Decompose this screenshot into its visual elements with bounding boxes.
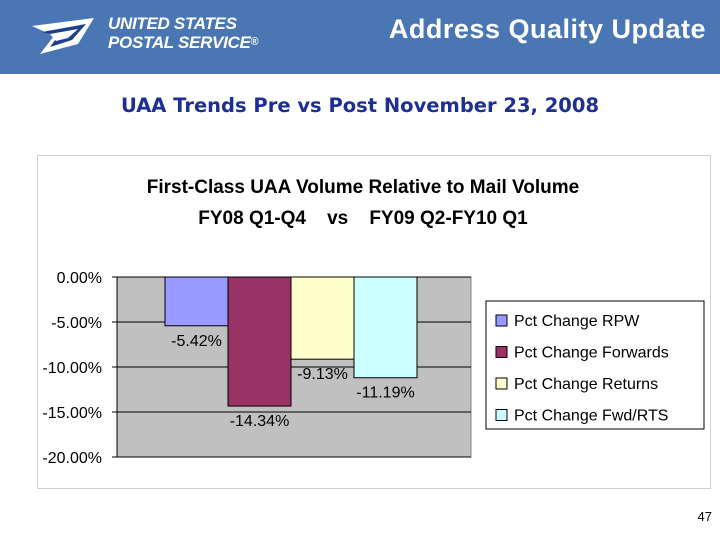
legend-swatch-3 xyxy=(495,377,508,390)
slide-subtitle: UAA Trends Pre vs Post November 23, 2008 xyxy=(120,94,600,117)
legend-label-2: Pct Change Forwards xyxy=(514,345,669,362)
legend-swatch-2 xyxy=(495,346,508,358)
y-tick-label: -15.00% xyxy=(42,405,102,422)
legend-label-4: Pct Change Fwd/RTS xyxy=(514,408,668,425)
chart-frame: First-Class UAA Volume Relative to Mail … xyxy=(37,155,711,489)
logo-line-2: POSTAL SERVICE xyxy=(108,33,251,52)
plot-area: 0.00% -5.00% -10.00% -15.00% -20.00% -5.42% -1… xyxy=(42,270,472,467)
y-tick-label: -10.00% xyxy=(42,360,102,377)
legend-label-3: Pct Change Returns xyxy=(514,376,658,393)
bar-3 xyxy=(290,276,355,360)
legend-label-1: Pct Change RPW xyxy=(514,313,640,330)
chart-title-line-1: First-Class UAA Volume Relative to Mail … xyxy=(147,177,580,198)
legend-swatch-4 xyxy=(495,409,508,421)
data-label-1: -5.42% xyxy=(171,333,222,350)
y-tick-label: -20.00% xyxy=(42,450,102,467)
data-label-4: -11.19% xyxy=(356,385,414,402)
slide-title: Address Quality Update xyxy=(388,14,706,44)
logo-wordmark: UNITED STATES POSTAL SERVICE® xyxy=(108,14,259,52)
data-label-3: -9.13% xyxy=(297,366,348,383)
logo-line-1: UNITED STATES xyxy=(108,14,237,33)
chart-legend: Pct Change RPW Pct Change Forwards Pct Cha… xyxy=(485,300,705,430)
registered-mark: ® xyxy=(250,36,259,48)
bar-4 xyxy=(353,276,418,379)
y-tick-label: -5.00% xyxy=(51,315,102,332)
bar-2 xyxy=(227,276,292,407)
header-banner: UNITED STATES POSTAL SERVICE® Address Qu… xyxy=(0,0,720,74)
chart-title-line-2: FY08 Q1-Q4 vs FY09 Q2-FY10 Q1 xyxy=(198,208,528,229)
page-number: 47 xyxy=(697,509,712,524)
y-tick-label: 0.00% xyxy=(57,270,102,287)
usps-logo: UNITED STATES POSTAL SERVICE® xyxy=(28,14,259,58)
eagle-icon xyxy=(32,18,94,54)
bar-chart: First-Class UAA Volume Relative to Mail … xyxy=(42,177,705,467)
legend-box xyxy=(485,300,705,430)
data-label-2: -14.34% xyxy=(230,413,290,430)
legend-swatch-1 xyxy=(495,314,508,327)
bar-1 xyxy=(164,276,229,327)
